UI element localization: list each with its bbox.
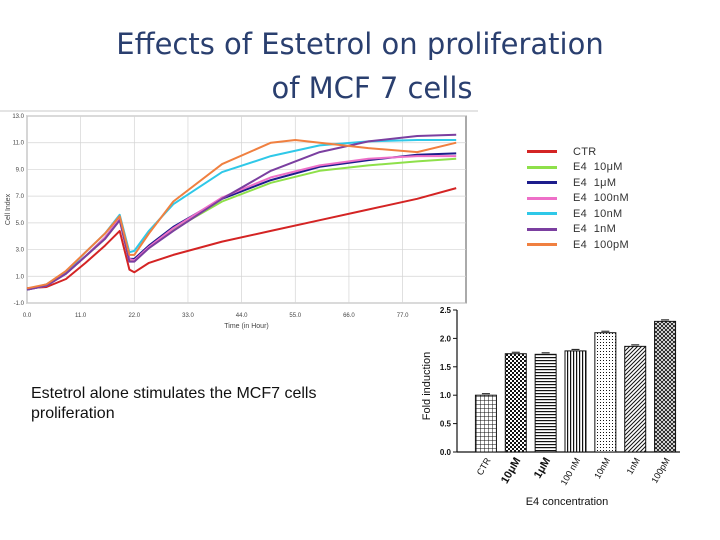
bar-category-label: 1nM xyxy=(625,456,642,476)
bar-1 xyxy=(504,353,527,453)
x-tick-label: 44.0 xyxy=(236,313,248,319)
legend-swatch xyxy=(527,150,557,154)
y-tick-label: 1.0 xyxy=(16,274,25,280)
legend-item: E4 1nM xyxy=(527,222,629,238)
bar-y-tick-label: 1.5 xyxy=(440,363,452,372)
legend-label: E4 10nM xyxy=(573,207,623,220)
bar-category-label: 10μM xyxy=(499,456,523,486)
legend-item: E4 100pM xyxy=(527,237,629,253)
series-line-0 xyxy=(26,187,457,290)
cell-index-line-chart: 0.0 11.0 22.0 33.0 44.0 55.0 66.0 77.0 -1.0 1.0 3.… xyxy=(0,110,478,330)
bar-4 xyxy=(594,332,617,453)
legend-swatch xyxy=(527,227,557,231)
y-tick-label: -1.0 xyxy=(14,301,25,307)
line-chart-legend: CTR E4 10μM E4 1μM E4 100nM E4 10nM E4 1nM E4 … xyxy=(527,144,629,253)
bar-y-tick-label: 2.0 xyxy=(440,334,452,343)
bar-category-label: 1μM xyxy=(532,456,553,481)
legend-label: E4 1nM xyxy=(573,223,617,236)
x-tick-label: 11.0 xyxy=(75,313,87,319)
bar-3 xyxy=(564,350,587,453)
x-tick-label: 0.0 xyxy=(23,313,32,319)
legend-label: E4 100nM xyxy=(573,192,629,205)
legend-swatch xyxy=(527,212,557,216)
y-tick-label: 3.0 xyxy=(16,248,25,254)
conclusion-note: Estetrol alone stimulates the MCF7 cells… xyxy=(31,385,317,422)
legend-label: CTR xyxy=(573,145,597,158)
series-line-6 xyxy=(26,139,457,290)
legend-label: E4 1μM xyxy=(573,176,617,189)
bar-5 xyxy=(624,345,647,453)
x-tick-label: 33.0 xyxy=(182,313,194,319)
legend-item: E4 1μM xyxy=(527,175,629,191)
legend-swatch xyxy=(527,165,557,169)
bar-y-tick-label: 1.0 xyxy=(440,391,452,400)
bar-y-tick-label: 0.5 xyxy=(440,420,452,429)
legend-item: E4 10nM xyxy=(527,206,629,222)
y-tick-label: 7.0 xyxy=(16,194,25,200)
legend-label: E4 100pM xyxy=(573,238,629,251)
bar-y-tick-label: 2.5 xyxy=(440,306,452,315)
x-axis-label: Time (in Hour) xyxy=(224,323,268,330)
series-line-5 xyxy=(26,133,457,291)
y-axis-label: Cell Index xyxy=(5,193,12,225)
bar-category-label: CTR xyxy=(475,456,493,477)
legend-label: E4 10μM xyxy=(573,161,623,174)
x-tick-label: 22.0 xyxy=(128,313,140,319)
y-tick-label: 13.0 xyxy=(12,114,24,120)
bar-0 xyxy=(474,394,497,453)
legend-swatch xyxy=(527,181,557,185)
bar-category-label: 100pM xyxy=(649,456,671,485)
bar-6 xyxy=(654,320,677,453)
y-tick-label: 11.0 xyxy=(13,141,25,147)
bar-x-axis-label: E4 concentration xyxy=(526,496,609,508)
legend-item: E4 100nM xyxy=(527,191,629,207)
bar-category-label: 10nM xyxy=(592,456,612,480)
line-plot-area xyxy=(26,115,467,304)
y-tick-label: 5.0 xyxy=(16,221,25,227)
legend-item: CTR xyxy=(527,144,629,160)
bar-y-tick-label: 0.0 xyxy=(440,448,452,457)
x-tick-label: 66.0 xyxy=(343,313,355,319)
slide-title-line-1: Effects of Estetrol on proliferation xyxy=(116,27,604,61)
bar-y-axis-label: Fold induction xyxy=(421,352,433,421)
bar-2 xyxy=(534,353,557,453)
legend-swatch xyxy=(527,243,557,247)
slide-title-line-2: of MCF 7 cells xyxy=(271,71,473,105)
x-tick-label: 55.0 xyxy=(289,313,301,319)
y-tick-label: 9.0 xyxy=(16,167,25,173)
bar-category-label: 100 nM xyxy=(559,456,583,487)
x-tick-label: 77.0 xyxy=(397,313,409,319)
legend-swatch xyxy=(527,196,557,200)
legend-item: E4 10μM xyxy=(527,160,629,176)
fold-induction-bar-chart: 0.0 0.5 1.0 1.5 2.0 2.5 Fold induction CTR 10μM 1… xyxy=(421,306,680,508)
